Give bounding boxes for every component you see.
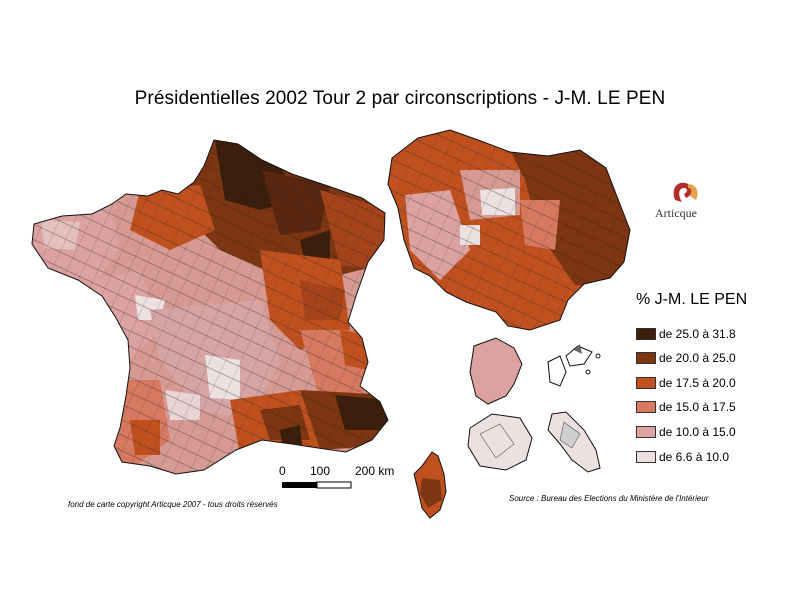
legend-swatch (636, 401, 656, 413)
scale-tick-100: 100 (310, 464, 331, 478)
guadeloupe-map (547, 344, 601, 387)
legend-item: de 6.6 à 10.0 (636, 450, 729, 464)
legend-label: de 17.5 à 20.0 (659, 376, 736, 390)
reunion-map (467, 413, 533, 471)
legend-item: de 25.0 à 31.8 (636, 327, 736, 341)
source-note: Source : Bureau des Elections du Ministè… (509, 494, 709, 503)
copyright-note: fond de carte copyright Articque 2007 - … (68, 500, 278, 509)
legend-item: de 10.0 à 15.0 (636, 425, 736, 439)
legend-swatch (636, 377, 656, 389)
legend-item: de 20.0 à 25.0 (636, 351, 736, 365)
legend-label: de 20.0 à 25.0 (659, 351, 736, 365)
legend-title: % J-M. LE PEN (636, 291, 748, 308)
legend-item: de 17.5 à 20.0 (636, 376, 736, 390)
legend-item: de 15.0 à 17.5 (636, 400, 736, 414)
scale-tick-0: 0 (279, 464, 286, 478)
legend-swatch (636, 328, 656, 340)
scale-bar (282, 481, 352, 489)
ile-de-france-map (387, 129, 631, 331)
map-title: Présidentielles 2002 Tour 2 par circonsc… (134, 88, 666, 109)
legend-label: de 10.0 à 15.0 (659, 425, 736, 439)
scale-tick-200: 200 km (355, 464, 395, 478)
guyane-map (469, 337, 523, 405)
articque-logo-icon (673, 182, 698, 202)
corsica-map (413, 451, 447, 519)
legend-swatch (636, 426, 656, 438)
articque-logo-text: Articque (655, 206, 697, 220)
legend-swatch (636, 451, 656, 463)
legend-label: de 6.6 à 10.0 (659, 450, 730, 464)
legend-label: de 25.0 à 31.8 (659, 327, 736, 341)
martinique-map (547, 411, 601, 473)
france-metropolitan-map (31, 139, 389, 475)
legend-label: de 15.0 à 17.5 (659, 400, 736, 414)
legend-swatch (636, 352, 656, 364)
